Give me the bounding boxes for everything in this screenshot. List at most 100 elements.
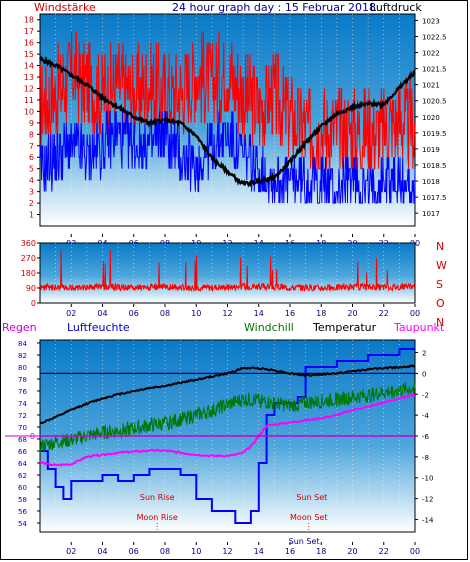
- y2-tick-label: -14: [422, 516, 434, 524]
- y2-tick-label: 1021: [422, 82, 440, 90]
- wind-series: [39, 110, 416, 204]
- x-tick-label: 02: [66, 309, 76, 318]
- y2-tick-label: 1021.5: [422, 66, 447, 74]
- x-tick-label: 22: [379, 547, 389, 556]
- y-tick-label: 17: [24, 27, 34, 36]
- y-tick-label: 2: [29, 199, 34, 208]
- y2-tick-label: -6: [422, 433, 430, 441]
- wind-axis-title: Windstärke: [34, 1, 96, 14]
- y-tick-label: 180: [21, 269, 36, 278]
- y-tick-label: 270: [21, 254, 36, 263]
- x-tick-label: 16: [285, 309, 295, 318]
- chart-title: 24 hour graph day : 15 Februar 2018: [172, 1, 376, 14]
- y-tick-label: 74: [18, 400, 27, 408]
- compass-label: W: [436, 259, 447, 272]
- x-tick-label: 18: [316, 309, 326, 318]
- y-tick-label: 360: [21, 239, 36, 248]
- y2-tick-label: -2: [422, 391, 429, 399]
- y-tick-label: 5: [29, 165, 34, 174]
- y2-tick-label: 1020: [422, 114, 440, 122]
- y2-tick-label: 1017: [422, 210, 440, 218]
- x-tick-label: 14: [254, 309, 264, 318]
- y2-tick-label: 1023: [422, 17, 440, 25]
- y-tick-label: 11: [24, 96, 34, 105]
- y-tick-label: 4: [29, 176, 34, 185]
- y-tick-label: 58: [18, 496, 27, 504]
- pressure-axis-title: Luftdruck: [370, 1, 422, 14]
- y2-tick-label: 1019.5: [422, 130, 447, 138]
- annotation-label: Moon Set: [290, 513, 327, 522]
- annotation-label: Sun Set: [289, 537, 320, 546]
- y-tick-label: 0: [31, 299, 36, 308]
- x-tick-label: 08: [160, 309, 170, 318]
- y-tick-label: 60: [18, 484, 27, 492]
- x-tick-label: 02: [66, 547, 76, 556]
- rain-label: Regen: [2, 321, 37, 334]
- y-tick-label: 78: [18, 376, 27, 384]
- y-tick-label: 76: [18, 388, 27, 396]
- y-tick-label: 10: [24, 107, 34, 116]
- y2-tick-label: 1019: [422, 146, 440, 154]
- windchill-series: [39, 381, 416, 453]
- x-tick-label: 12: [222, 547, 232, 556]
- y-tick-label: 7: [29, 142, 34, 151]
- y-tick-label: 56: [18, 508, 27, 516]
- y2-tick-label: 1022: [422, 50, 440, 58]
- y2-tick-label: 1018: [422, 178, 440, 186]
- y2-tick-label: 2: [422, 350, 426, 358]
- x-tick-label: 22: [379, 309, 389, 318]
- temperature-label: Temperatur: [312, 321, 377, 334]
- humidity-series: [40, 348, 415, 524]
- x-tick-label: 06: [129, 547, 139, 556]
- dewpoint-series: [39, 393, 416, 467]
- y-tick-label: 18: [24, 16, 34, 25]
- y-tick-label: 70: [18, 424, 27, 432]
- humidity-label: Luftfeuchte: [67, 321, 130, 334]
- y-tick-label: 84: [18, 340, 27, 348]
- direction-series: [39, 248, 416, 293]
- y-tick-label: 66: [18, 448, 27, 456]
- y-tick-label: 80: [18, 364, 27, 372]
- dewpoint-label: Taupunkt: [393, 321, 445, 334]
- windchill-label: Windchill: [244, 321, 294, 334]
- y-tick-label: 62: [18, 472, 27, 480]
- compass-label: O: [436, 297, 445, 310]
- annotation-label: Sun Set: [296, 493, 327, 502]
- x-tick-label: 20: [347, 309, 357, 318]
- y-tick-label: 82: [18, 352, 27, 360]
- y-tick-label: 8: [29, 130, 34, 139]
- y2-tick-label: 0: [422, 370, 426, 378]
- y-tick-label: 54: [18, 520, 27, 528]
- compass-label: N: [436, 316, 444, 329]
- annotation-label: Sun Rise: [140, 493, 175, 502]
- y2-tick-label: -10: [422, 475, 433, 483]
- y-tick-label: 9: [29, 119, 34, 128]
- y2-tick-label: 1017.5: [422, 194, 447, 202]
- y2-tick-label: -4: [422, 412, 430, 420]
- x-tick-label: 08: [160, 547, 170, 556]
- y-tick-label: 14: [24, 62, 34, 71]
- y-tick-label: 1: [29, 211, 34, 220]
- x-tick-label: 00: [410, 309, 420, 318]
- y2-tick-label: 1020.5: [422, 98, 447, 106]
- x-tick-label: 18: [316, 547, 326, 556]
- y2-tick-label: -12: [422, 496, 433, 504]
- x-tick-label: 00: [410, 547, 420, 556]
- compass-label: N: [436, 240, 444, 253]
- compass-label: S: [436, 278, 443, 291]
- y-tick-label: 90: [26, 284, 36, 293]
- y-tick-label: 16: [24, 39, 34, 48]
- direction-plot-area: [39, 242, 416, 304]
- y-tick-label: 6: [29, 153, 34, 162]
- y-tick-label: 15: [24, 50, 34, 59]
- y2-tick-label: 1022.5: [422, 33, 447, 41]
- x-tick-label: 04: [97, 547, 107, 556]
- x-tick-label: 10: [191, 547, 201, 556]
- y-tick-label: 3: [29, 188, 34, 197]
- x-tick-label: 16: [285, 547, 295, 556]
- pressure-series: [39, 55, 416, 188]
- x-tick-label: 06: [129, 309, 139, 318]
- x-tick-label: 04: [97, 309, 107, 318]
